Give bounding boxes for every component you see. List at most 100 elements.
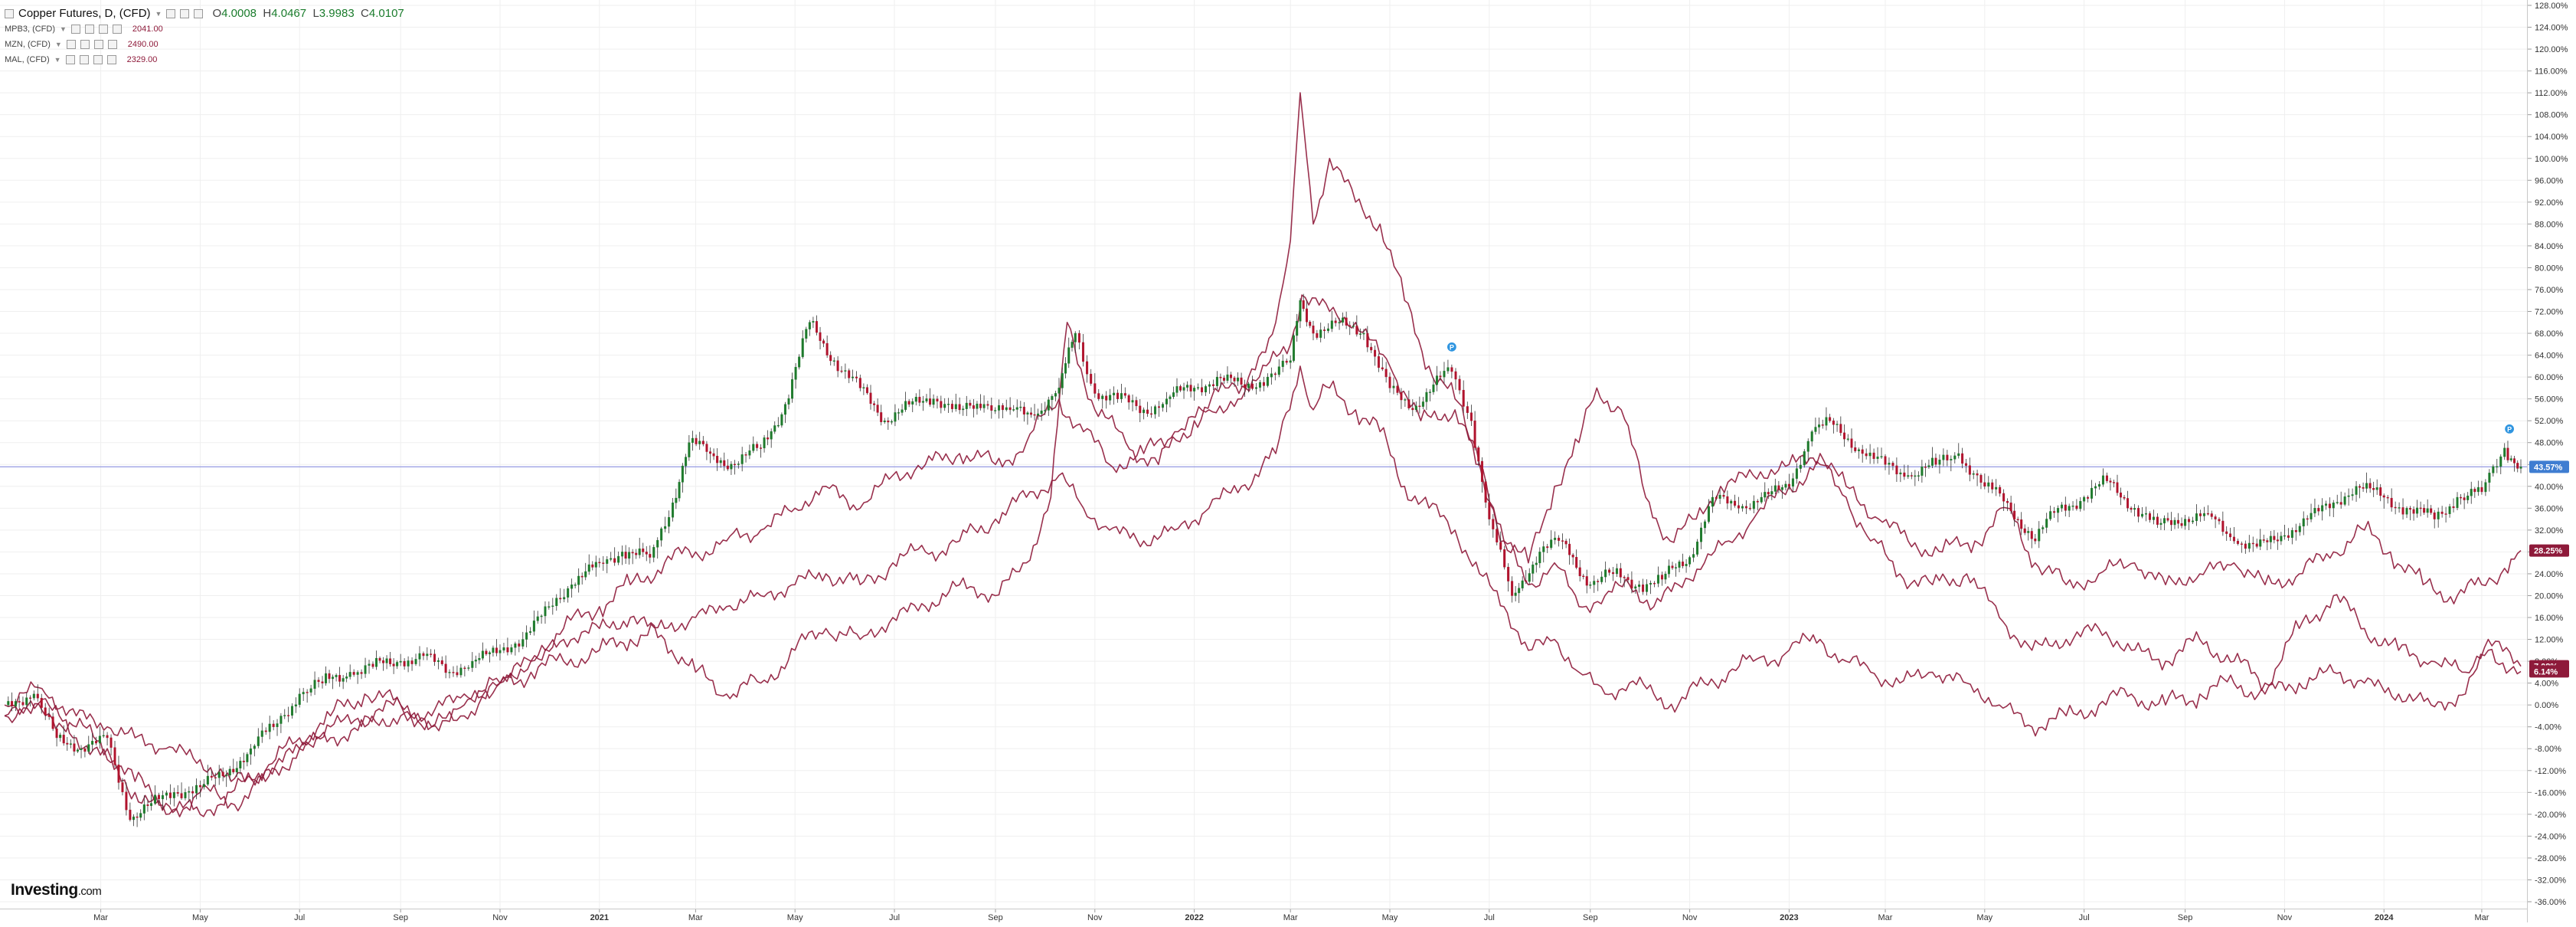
time-axis[interactable]: Mar May Jul Sep Nov 2021 Mar May Jul Sep Nov 2022 Ma…: [0, 909, 2527, 923]
candle-body: [876, 405, 879, 413]
settings-toggle-icon[interactable]: [84, 25, 94, 34]
candle-body: [1748, 507, 1751, 509]
close-toggle-icon[interactable]: [194, 9, 204, 18]
chevron-down-icon[interactable]: ▼: [54, 56, 61, 64]
candle-body: [313, 680, 316, 690]
candle-body: [536, 616, 539, 621]
candle-body: [1927, 465, 1930, 467]
candle-body: [2351, 494, 2354, 496]
candle-body: [228, 768, 231, 776]
candle-body: [570, 585, 574, 589]
badge-label: 43.57%: [2534, 463, 2563, 472]
close-toggle-icon[interactable]: [98, 25, 108, 34]
candle-body: [2218, 519, 2221, 522]
candle-body: [2448, 506, 2451, 514]
candle-body: [2359, 486, 2362, 488]
chevron-down-icon[interactable]: ▼: [54, 41, 62, 48]
chevron-down-icon[interactable]: ▼: [60, 25, 67, 33]
candle-body: [1247, 383, 1250, 388]
price-axis[interactable]: 128.00% 124.00% 120.00% 116.00% 112.00% 108.0…: [2527, 0, 2576, 922]
candle-body: [121, 782, 124, 792]
candle-body: [822, 340, 825, 344]
candle-body: [1634, 586, 1637, 589]
investing-logo[interactable]: Investing.com: [11, 881, 102, 899]
candle-body: [364, 665, 367, 674]
candle-body: [1507, 566, 1510, 581]
collapse-toggle-icon[interactable]: [5, 9, 14, 18]
y-tick-label: 112.00%: [2535, 89, 2568, 98]
candle-body: [195, 785, 198, 794]
candle-body: [294, 704, 297, 707]
candle-body: [901, 409, 904, 413]
candle-body: [1957, 453, 1960, 457]
candle-body: [14, 701, 17, 707]
visibility-toggle-icon[interactable]: [70, 25, 80, 34]
candle-body: [2412, 509, 2415, 514]
settings-toggle-icon[interactable]: [79, 55, 89, 64]
visibility-toggle-icon[interactable]: [65, 55, 75, 64]
candle-body: [1169, 396, 1172, 399]
candle-body: [2020, 519, 2023, 529]
x-tick-label: Jul: [1484, 913, 1495, 922]
candle-body: [225, 775, 228, 777]
candle-body: [2440, 511, 2444, 514]
candle-body: [1726, 496, 1729, 504]
candle-body: [389, 658, 392, 664]
more-toggle-icon[interactable]: [106, 55, 116, 64]
legend-series-row[interactable]: MAL, (CFD) ▼ 2329.00: [5, 52, 404, 67]
candle-body: [832, 360, 835, 362]
candle-body: [154, 794, 157, 804]
close-toggle-icon[interactable]: [93, 40, 103, 49]
candle-body: [2355, 486, 2358, 495]
candle-body: [2034, 539, 2037, 542]
candle-body: [403, 660, 406, 667]
candle-body: [958, 404, 961, 411]
candle-body: [869, 392, 872, 405]
candle-body: [2210, 513, 2213, 517]
candle-body: [368, 663, 371, 666]
candle-body: [672, 503, 675, 518]
more-toggle-icon[interactable]: [107, 40, 117, 49]
candle-body: [495, 647, 498, 653]
candle-body: [1550, 539, 1553, 549]
candle-body: [32, 693, 35, 699]
candle-body: [1791, 478, 1794, 487]
candle-body: [2325, 503, 2328, 506]
legend-series-row[interactable]: MZN, (CFD) ▼ 2490.00: [5, 37, 404, 52]
candle-body: [748, 450, 751, 456]
candle-body: [1514, 592, 1517, 596]
candle-body: [2232, 536, 2235, 542]
candle-body: [378, 657, 381, 661]
candle-body: [2266, 540, 2269, 542]
candle-body: [1991, 482, 1994, 490]
close-toggle-icon[interactable]: [93, 55, 103, 64]
candle-body: [1127, 395, 1130, 403]
candle-body: [474, 660, 477, 662]
candle-body: [1026, 412, 1029, 415]
candle-body: [1868, 452, 1872, 457]
chevron-down-icon[interactable]: ▼: [155, 10, 162, 18]
x-tick-label: Mar: [1283, 913, 1298, 922]
candle-body: [770, 431, 773, 440]
candle-body: [1193, 388, 1196, 391]
y-tick-label: 52.00%: [2535, 417, 2564, 426]
candle-body: [621, 552, 624, 557]
visibility-toggle-icon[interactable]: [66, 40, 76, 49]
legend-main-row[interactable]: Copper Futures, D, (CFD) ▼ O4.0008 H4.04…: [5, 6, 404, 21]
candle-body: [1081, 342, 1084, 362]
settings-toggle-icon[interactable]: [80, 40, 90, 49]
candle-body: [540, 615, 543, 617]
more-toggle-icon[interactable]: [112, 25, 122, 34]
candle-body: [760, 447, 763, 449]
candle-body: [1334, 320, 1337, 323]
candle-body: [1582, 575, 1585, 578]
legend-series-row[interactable]: MPB3, (CFD) ▼ 2041.00: [5, 21, 404, 37]
candle-body: [1407, 399, 1411, 409]
event-marker-icon: P: [1446, 341, 1457, 352]
y-tick-label: 92.00%: [2535, 198, 2564, 208]
settings-toggle-icon[interactable]: [180, 9, 190, 18]
candle-body: [98, 735, 101, 744]
visibility-toggle-icon[interactable]: [166, 9, 176, 18]
logo-suffix: .com: [77, 885, 102, 898]
